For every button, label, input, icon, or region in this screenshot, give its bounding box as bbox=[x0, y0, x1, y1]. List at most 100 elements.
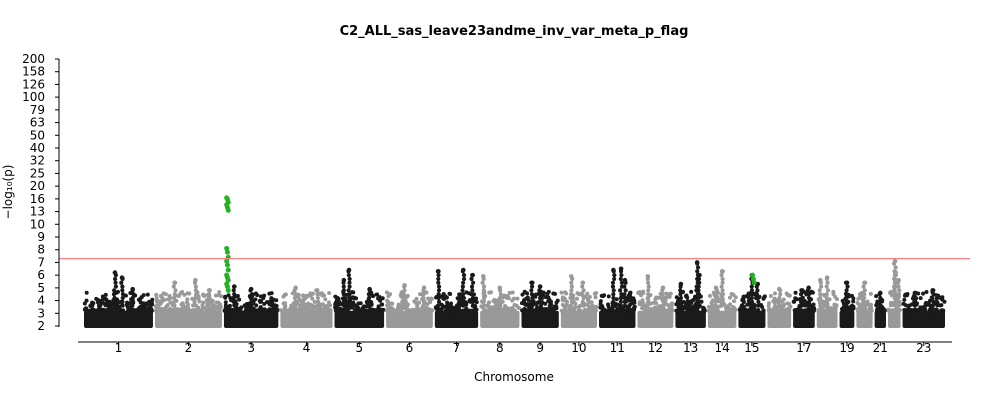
snp-point bbox=[833, 307, 838, 312]
snp-point bbox=[398, 293, 403, 298]
snp-point bbox=[524, 296, 529, 301]
snp-point bbox=[706, 308, 711, 313]
snp-point bbox=[511, 308, 516, 313]
snp-point bbox=[888, 290, 893, 295]
snp-point bbox=[106, 300, 111, 305]
peak-top-point bbox=[568, 274, 574, 279]
snp-point bbox=[218, 305, 223, 310]
peak-point bbox=[171, 295, 177, 301]
x-tick-label: 9 bbox=[536, 341, 544, 355]
snp-point bbox=[389, 301, 394, 306]
peak-point bbox=[120, 284, 125, 289]
peak-point bbox=[461, 292, 466, 297]
peak-point bbox=[610, 284, 616, 289]
snp-point bbox=[333, 300, 338, 305]
peak-point bbox=[878, 295, 883, 301]
peak-point bbox=[346, 288, 351, 293]
peak-point bbox=[720, 288, 725, 293]
snp-point bbox=[237, 297, 242, 302]
x-tick-label: 13 bbox=[683, 341, 698, 355]
peak-top-point bbox=[776, 286, 782, 292]
snp-point bbox=[938, 295, 943, 300]
peak-point bbox=[368, 292, 373, 297]
snp-point bbox=[756, 308, 761, 313]
snp-point bbox=[605, 308, 610, 313]
snp-point bbox=[361, 305, 366, 310]
peak-point bbox=[436, 280, 441, 285]
snp-point bbox=[802, 308, 807, 313]
peak-point bbox=[897, 288, 902, 293]
snp-point bbox=[587, 300, 592, 305]
peak-point bbox=[845, 299, 850, 304]
peak-point bbox=[461, 276, 467, 282]
snp-point bbox=[875, 307, 880, 312]
snp-point bbox=[315, 307, 320, 312]
chromosome-band-4 bbox=[280, 310, 333, 328]
snp-point bbox=[162, 297, 167, 302]
snp-point bbox=[543, 295, 548, 300]
peak-top-point bbox=[206, 288, 212, 293]
x-axis-label: Chromosome bbox=[474, 370, 554, 384]
chromosome-band-22 bbox=[888, 310, 901, 328]
snp-point bbox=[352, 295, 357, 300]
significant-hit-point bbox=[751, 280, 757, 286]
snp-point bbox=[781, 297, 786, 302]
peak-point bbox=[421, 295, 426, 301]
snp-point bbox=[84, 298, 89, 303]
peak-point bbox=[755, 288, 760, 293]
snp-point bbox=[746, 308, 751, 313]
snp-point bbox=[554, 300, 559, 305]
peak-point bbox=[719, 303, 724, 308]
snp-point bbox=[768, 308, 773, 313]
snp-point bbox=[257, 298, 262, 303]
snp-point bbox=[262, 293, 267, 298]
peak-point bbox=[248, 295, 253, 301]
peak-point bbox=[912, 299, 917, 304]
peak-point bbox=[824, 284, 829, 289]
snp-point bbox=[446, 307, 451, 312]
snp-point bbox=[573, 305, 578, 310]
y-tick-label: 5 bbox=[37, 281, 45, 295]
snp-point bbox=[552, 306, 557, 311]
snp-point bbox=[187, 291, 192, 296]
peak-point bbox=[581, 295, 586, 301]
snp-point bbox=[804, 303, 809, 308]
snp-point bbox=[474, 300, 479, 305]
peak-top-point bbox=[172, 280, 177, 286]
peak-point bbox=[120, 303, 125, 308]
peak-point bbox=[581, 288, 586, 293]
snp-point bbox=[197, 308, 202, 313]
snp-point bbox=[217, 290, 222, 295]
peak-point bbox=[436, 273, 441, 278]
peak-point bbox=[612, 273, 617, 278]
peak-point bbox=[713, 303, 718, 308]
snp-point bbox=[626, 308, 631, 313]
snp-point bbox=[94, 296, 99, 301]
peak-point bbox=[538, 303, 544, 308]
peak-point bbox=[894, 299, 899, 304]
peak-point bbox=[580, 299, 585, 304]
snp-point bbox=[308, 291, 313, 296]
snp-point bbox=[631, 306, 636, 311]
significant-hit-point bbox=[225, 267, 231, 273]
peak-point bbox=[719, 284, 724, 289]
snp-point bbox=[158, 293, 163, 298]
x-tick-label: 3 bbox=[247, 341, 255, 355]
peak-point bbox=[462, 299, 467, 304]
peak-point bbox=[119, 280, 124, 285]
peak-point bbox=[720, 276, 725, 282]
chromosome-band-18 bbox=[816, 310, 838, 328]
peak-point bbox=[112, 299, 118, 304]
snp-point bbox=[782, 302, 787, 307]
peak-point bbox=[497, 295, 503, 301]
y-tick-label: 100 bbox=[22, 90, 45, 104]
peak-point bbox=[460, 284, 465, 289]
peak-top-point bbox=[193, 277, 198, 283]
snp-point bbox=[785, 301, 790, 306]
snp-point bbox=[534, 302, 539, 307]
snp-point bbox=[366, 308, 371, 313]
peak-point bbox=[749, 288, 755, 293]
peak-point bbox=[720, 299, 725, 304]
peak-top-point bbox=[611, 267, 616, 273]
snp-point bbox=[282, 292, 287, 297]
